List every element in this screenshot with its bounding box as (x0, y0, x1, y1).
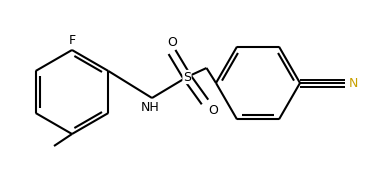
Text: O: O (167, 35, 177, 48)
Text: F: F (68, 33, 76, 46)
Text: N: N (348, 76, 358, 89)
Text: O: O (208, 103, 218, 116)
Text: S: S (183, 71, 191, 84)
Text: NH: NH (141, 100, 160, 114)
